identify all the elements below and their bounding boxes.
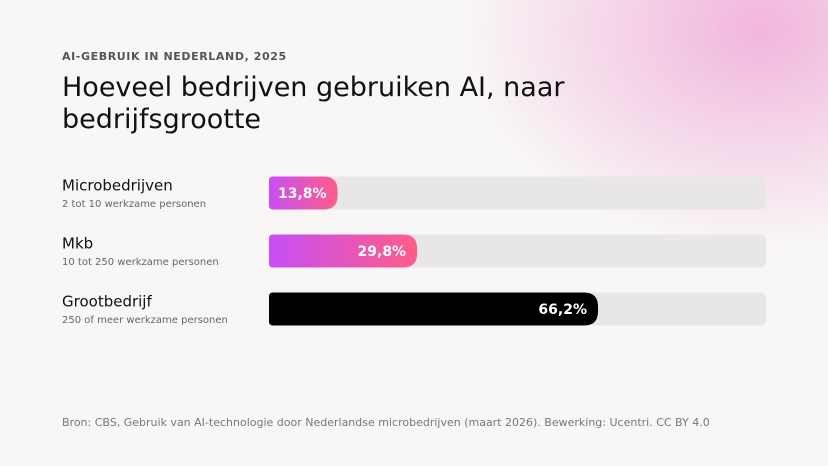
value-label: 29,8% xyxy=(358,244,407,260)
value-label: 66,2% xyxy=(538,302,587,318)
bar xyxy=(269,176,338,210)
category-label: Grootbedrijf xyxy=(62,293,152,311)
category-subtitle: 2 tot 10 werkzame personen xyxy=(62,199,206,210)
chart-title: Hoeveel bedrijven gebruiken AI, naar bed… xyxy=(62,72,565,135)
value-label: 13,8% xyxy=(278,186,327,202)
kicker: AI-GEBRUIK IN NEDERLAND, 2025 xyxy=(62,50,287,63)
bar xyxy=(269,234,418,268)
category-subtitle: 10 tot 250 werkzame personen xyxy=(62,257,219,268)
bar xyxy=(269,292,599,326)
bar-track xyxy=(269,176,766,210)
category-label: Mkb xyxy=(62,235,93,253)
source-note: Bron: CBS, Gebruik van AI-technologie do… xyxy=(62,416,710,429)
category-subtitle: 250 of meer werkzame personen xyxy=(62,315,228,326)
category-label: Microbedrijven xyxy=(62,177,173,195)
